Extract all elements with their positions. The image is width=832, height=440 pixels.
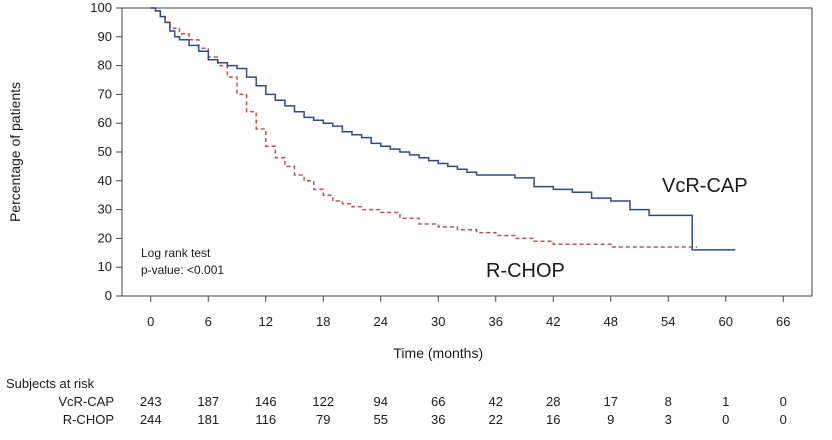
x-tick-label: 42 [546,314,560,329]
x-tick-label: 12 [259,314,273,329]
risk-value: 36 [431,412,445,427]
y-tick-label: 10 [98,259,112,274]
x-tick-label: 48 [604,314,618,329]
x-axis-title: Time (months) [393,345,483,361]
x-tick-label: 18 [316,314,330,329]
y-tick-label: 80 [98,58,112,73]
y-tick-label: 60 [98,115,112,130]
y-tick-label: 0 [105,288,112,303]
risk-row-label: VcR-CAP [58,394,114,409]
x-tick-label: 60 [719,314,733,329]
risk-value: 1 [722,394,729,409]
risk-value: 244 [140,412,162,427]
risk-row-label: R-CHOP [63,412,114,427]
risk-value: 116 [255,412,276,427]
risk-value: 187 [197,394,219,409]
risk-value: 42 [489,394,503,409]
y-tick-label: 100 [90,0,112,15]
plot-frame [121,7,813,297]
risk-value: 181 [197,412,219,427]
risk-value: 0 [780,412,787,427]
risk-value: 9 [607,412,614,427]
series-label-vcr-cap: VcR-CAP [662,175,748,197]
y-tick-label: 30 [98,202,112,217]
series-line-vcr-cap [150,7,736,251]
y-axis-title: Percentage of patients [7,82,23,222]
risk-value: 28 [546,394,560,409]
risk-value: 55 [374,412,388,427]
risk-value: 243 [140,394,162,409]
y-tick-label: 20 [98,230,112,245]
risk-value: 0 [780,394,787,409]
risk-value: 122 [312,394,334,409]
x-tick-label: 54 [661,314,675,329]
x-tick-label: 0 [147,314,154,329]
risk-table-title: Subjects at risk [6,376,95,391]
x-tick-label: 66 [776,314,790,329]
y-tick-label: 90 [98,29,112,44]
risk-value: 16 [546,412,560,427]
series-label-r-chop: R-CHOP [486,260,565,282]
risk-value: 3 [665,412,672,427]
risk-value: 79 [316,412,330,427]
risk-value: 0 [722,412,729,427]
x-tick-label: 36 [489,314,503,329]
series-line-r-chop [150,7,697,248]
risk-value: 66 [431,394,445,409]
risk-value: 22 [489,412,503,427]
x-tick-label: 24 [374,314,388,329]
x-tick-label: 30 [431,314,445,329]
p-value-annotation: p-value: <0.001 [141,263,224,277]
x-tick-label: 6 [205,314,212,329]
risk-value: 8 [665,394,672,409]
risk-value: 94 [374,394,388,409]
risk-value: 17 [604,394,618,409]
y-tick-label: 40 [98,173,112,188]
log-rank-annotation: Log rank test [141,246,211,260]
y-tick-label: 50 [98,144,112,159]
y-tick-label: 70 [98,86,112,101]
risk-value: 146 [255,394,277,409]
